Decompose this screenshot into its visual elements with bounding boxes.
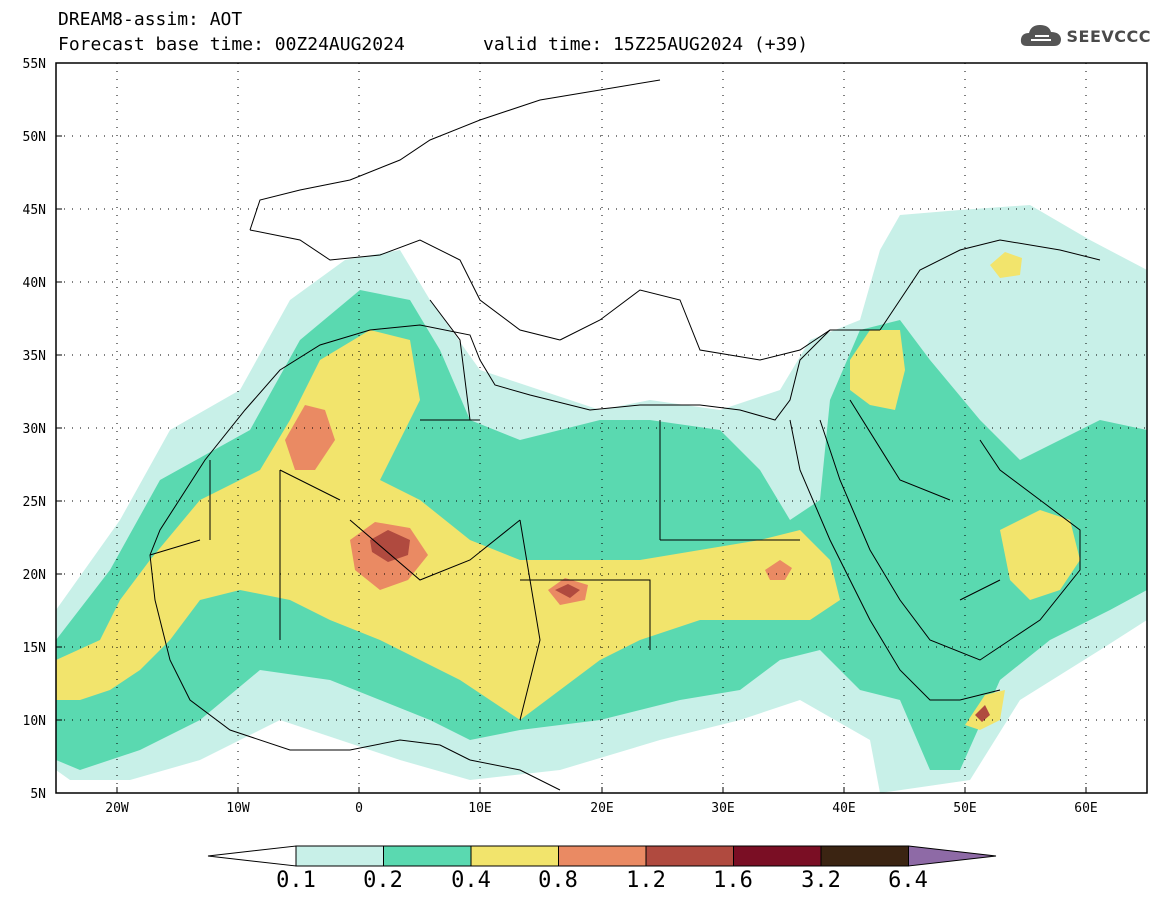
- aot-contour-1.2-somalia: [975, 705, 990, 722]
- lon-label: 50E: [953, 801, 976, 816]
- lon-label: 20W: [105, 801, 129, 816]
- lon-label: 40E: [832, 801, 855, 816]
- aot-contour-0.8-sudan: [765, 560, 792, 580]
- lon-label: 30E: [711, 801, 734, 816]
- map-title: DREAM8-assim: AOT: [58, 9, 243, 30]
- colorbar-label: 0.8: [538, 868, 578, 893]
- lon-label: 60E: [1074, 801, 1097, 816]
- lat-label: 30N: [23, 422, 46, 437]
- lon-label: 20E: [590, 801, 613, 816]
- lat-label: 45N: [23, 203, 46, 218]
- colorbar-label: 0.4: [451, 868, 491, 893]
- aot-contour-1.2-chad: [555, 584, 580, 598]
- latitude-labels: 55N 50N 45N 40N 35N 30N 25N 20N 15N 10N …: [23, 57, 46, 802]
- colorbar-bin: [645, 845, 734, 867]
- lat-label: 15N: [23, 641, 46, 656]
- colorbar-label: 1.6: [713, 868, 753, 893]
- colorbar-label: 3.2: [801, 868, 841, 893]
- colorbar: [207, 845, 997, 867]
- colorbar-under-arrow: [207, 845, 297, 867]
- aot-contour-0.4-iraq: [850, 330, 905, 410]
- lat-label: 20N: [23, 568, 46, 583]
- colorbar-label: 0.2: [363, 868, 403, 893]
- aot-field: [56, 205, 1147, 793]
- aot-contour-1.2-mali: [370, 530, 410, 562]
- seevccc-logo: SEEVCCC: [1019, 22, 1152, 50]
- lon-label: 0: [355, 801, 363, 816]
- colorbar-bin: [733, 845, 822, 867]
- lat-label: 10N: [23, 714, 46, 729]
- lat-label: 55N: [23, 57, 46, 72]
- aot-contour-0.8-morocco: [285, 405, 335, 470]
- colorbar-bin: [470, 845, 559, 867]
- coastlines: [149, 79, 1101, 791]
- colorbar-bin: [383, 845, 472, 867]
- cloud-icon: [1020, 25, 1061, 46]
- colorbar-over-arrow: [908, 845, 997, 867]
- lon-label: 10E: [468, 801, 491, 816]
- colorbar-label: 0.1: [276, 868, 316, 893]
- lat-label: 50N: [23, 130, 46, 145]
- colorbar-bin: [558, 845, 647, 867]
- aot-contour-0.4-caspian: [990, 252, 1022, 278]
- colorbar-bin: [820, 845, 909, 867]
- lat-label: 40N: [23, 276, 46, 291]
- forecast-base-time: Forecast base time: 00Z24AUG2024: [58, 34, 405, 55]
- aot-contour-0.4: [56, 330, 840, 720]
- valid-time: valid time: 15Z25AUG2024 (+39): [483, 34, 809, 55]
- axis-ticks: [56, 62, 1087, 793]
- lon-label: 10W: [226, 801, 250, 816]
- colorbar-label: 1.2: [626, 868, 666, 893]
- lat-label: 5N: [30, 787, 46, 802]
- colorbar-bin: [295, 845, 384, 867]
- aot-contour-0.4-oman: [1000, 510, 1080, 600]
- lat-label: 25N: [23, 495, 46, 510]
- logo-text: SEEVCCC: [1066, 26, 1151, 46]
- lat-label: 35N: [23, 349, 46, 364]
- longitude-labels: 20W 10W 0 10E 20E 30E 40E 50E 60E: [105, 801, 1097, 816]
- graticule: [56, 63, 1147, 793]
- colorbar-label: 6.4: [888, 868, 928, 893]
